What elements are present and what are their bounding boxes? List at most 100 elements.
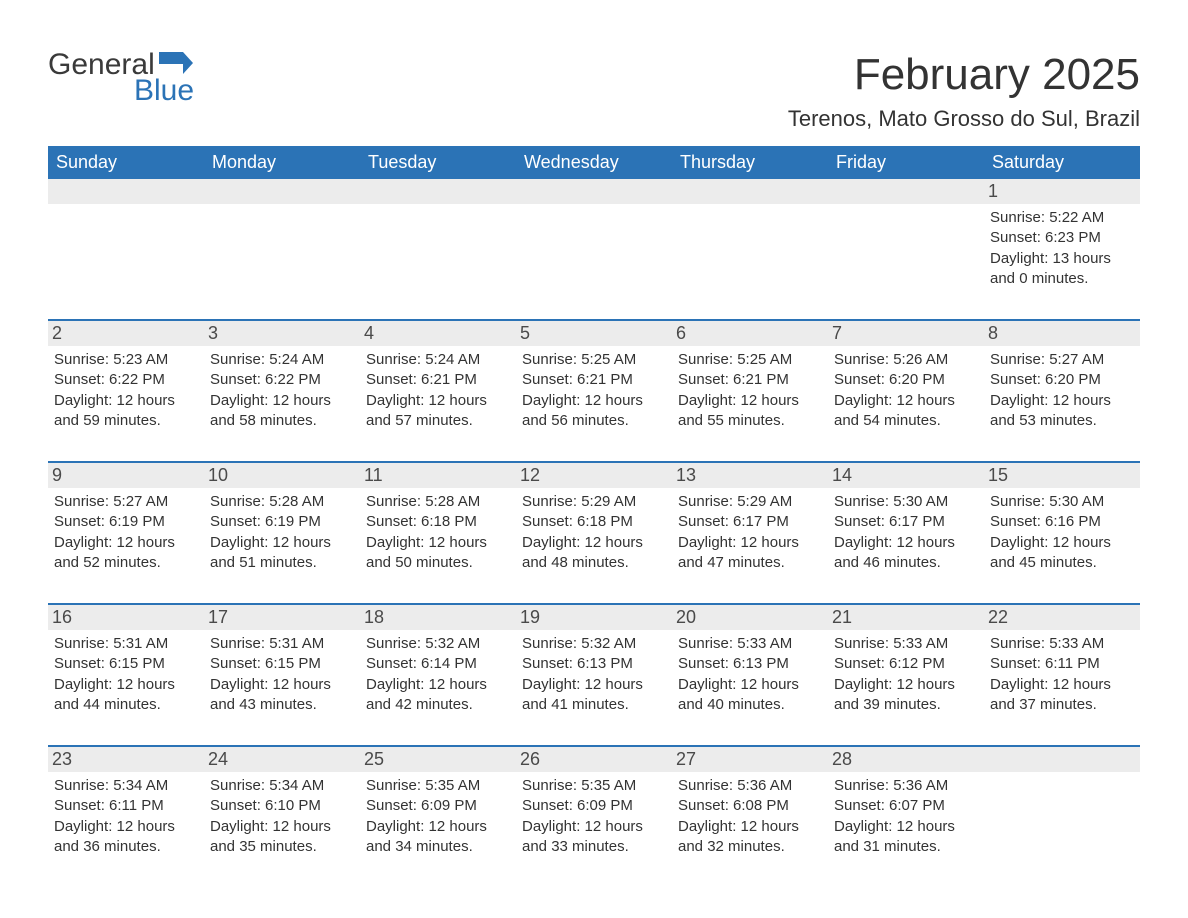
day-number: 1 (984, 179, 1140, 204)
day-line-sr: Sunrise: 5:29 AM (522, 492, 666, 512)
day-line-sr: Sunrise: 5:27 AM (54, 492, 198, 512)
day-body: Sunrise: 5:28 AMSunset: 6:19 PMDaylight:… (210, 492, 354, 573)
day-number: 15 (984, 463, 1140, 488)
day-line-d2: and 32 minutes. (678, 837, 822, 857)
day-number: 25 (360, 747, 516, 772)
day-line-d2: and 43 minutes. (210, 695, 354, 715)
day-line-d2: and 35 minutes. (210, 837, 354, 857)
day-cell: 23Sunrise: 5:34 AMSunset: 6:11 PMDayligh… (48, 747, 204, 863)
day-line-ss: Sunset: 6:09 PM (366, 796, 510, 816)
day-number (516, 179, 672, 204)
day-body: Sunrise: 5:24 AMSunset: 6:21 PMDaylight:… (366, 350, 510, 431)
day-line-ss: Sunset: 6:21 PM (522, 370, 666, 390)
day-line-sr: Sunrise: 5:36 AM (834, 776, 978, 796)
day-number (984, 747, 1140, 772)
day-number (828, 179, 984, 204)
day-cell: 21Sunrise: 5:33 AMSunset: 6:12 PMDayligh… (828, 605, 984, 721)
day-line-ss: Sunset: 6:11 PM (54, 796, 198, 816)
dow-cell: Sunday (48, 146, 204, 179)
logo: General Blue (48, 50, 194, 106)
day-body: Sunrise: 5:25 AMSunset: 6:21 PMDaylight:… (678, 350, 822, 431)
day-line-d2: and 56 minutes. (522, 411, 666, 431)
day-number: 18 (360, 605, 516, 630)
day-line-d1: Daylight: 12 hours (834, 675, 978, 695)
day-line-ss: Sunset: 6:10 PM (210, 796, 354, 816)
day-line-d1: Daylight: 12 hours (210, 533, 354, 553)
day-number: 21 (828, 605, 984, 630)
day-line-sr: Sunrise: 5:29 AM (678, 492, 822, 512)
day-number: 17 (204, 605, 360, 630)
day-line-d2: and 48 minutes. (522, 553, 666, 573)
day-body: Sunrise: 5:30 AMSunset: 6:16 PMDaylight:… (990, 492, 1134, 573)
day-cell: 13Sunrise: 5:29 AMSunset: 6:17 PMDayligh… (672, 463, 828, 579)
day-number: 7 (828, 321, 984, 346)
day-cell: 26Sunrise: 5:35 AMSunset: 6:09 PMDayligh… (516, 747, 672, 863)
day-line-d2: and 47 minutes. (678, 553, 822, 573)
day-line-d1: Daylight: 12 hours (678, 533, 822, 553)
day-number: 6 (672, 321, 828, 346)
day-line-d2: and 36 minutes. (54, 837, 198, 857)
day-cell: 15 Sunrise: 5:30 AMSunset: 6:16 PMDayligh… (984, 463, 1140, 579)
day-line-d2: and 53 minutes. (990, 411, 1134, 431)
day-body: Sunrise: 5:33 AMSunset: 6:11 PMDaylight:… (990, 634, 1134, 715)
day-cell: 19Sunrise: 5:32 AMSunset: 6:13 PMDayligh… (516, 605, 672, 721)
day-line-d2: and 50 minutes. (366, 553, 510, 573)
day-line-d1: Daylight: 12 hours (678, 675, 822, 695)
day-line-d1: Daylight: 12 hours (522, 533, 666, 553)
day-cell (48, 179, 204, 295)
day-cell (516, 179, 672, 295)
day-cell: 28Sunrise: 5:36 AMSunset: 6:07 PMDayligh… (828, 747, 984, 863)
location-subtitle: Terenos, Mato Grosso do Sul, Brazil (788, 106, 1140, 132)
day-body: Sunrise: 5:29 AMSunset: 6:18 PMDaylight:… (522, 492, 666, 573)
day-line-sr: Sunrise: 5:33 AM (834, 634, 978, 654)
day-line-d2: and 41 minutes. (522, 695, 666, 715)
day-line-d1: Daylight: 12 hours (522, 391, 666, 411)
day-number: 16 (48, 605, 204, 630)
week-row: 23 Sunrise: 5:34 AMSunset: 6:11 PM Dayligh… (48, 745, 1140, 863)
day-body: Sunrise: 5:26 AMSunset: 6:20 PMDaylight:… (834, 350, 978, 431)
day-line-sr: Sunrise: 5:34 AM (54, 776, 198, 796)
day-number: 10 (204, 463, 360, 488)
day-line-d2: and 31 minutes. (834, 837, 978, 857)
day-body: Sunrise: 5:36 AMSunset: 6:08 PMDaylight:… (678, 776, 822, 857)
day-number: 22 (984, 605, 1140, 630)
day-line-d2: and 39 minutes. (834, 695, 978, 715)
week-row: 9Sunrise: 5:27 AMSunset: 6:19 PMDaylight… (48, 461, 1140, 579)
day-line-d1: Daylight: 12 hours (522, 675, 666, 695)
day-line-sr: Sunrise: 5:33 AM (990, 634, 1134, 654)
day-line-sr: Sunrise: 5:24 AM (210, 350, 354, 370)
day-line-sr: Sunrise: 5:30 AM (990, 492, 1134, 512)
day-line-d1: Daylight: 13 hours (990, 249, 1134, 269)
day-line-d1: Daylight: 12 hours (366, 817, 510, 837)
day-number: 14 (828, 463, 984, 488)
day-body: Sunrise: 5:23 AMSunset: 6:22 PMDaylight:… (54, 350, 198, 431)
day-line-ss: Sunset: 6:19 PM (54, 512, 198, 532)
day-line-d1: Daylight: 12 hours (210, 675, 354, 695)
logo-word-blue: Blue (48, 76, 194, 106)
day-number: 27 (672, 747, 828, 772)
day-cell: 18 Sunrise: 5:32 AMSunset: 6:14 PMDayligh… (360, 605, 516, 721)
day-body: Sunrise: 5:35 AMSunset: 6:09 PMDaylight:… (366, 776, 510, 857)
day-cell: 4Sunrise: 5:24 AMSunset: 6:21 PMDaylight… (360, 321, 516, 437)
dow-cell: Friday (828, 146, 984, 179)
day-line-d2: and 40 minutes. (678, 695, 822, 715)
day-line-sr: Sunrise: 5:24 AM (366, 350, 510, 370)
day-line-d1: Daylight: 12 hours (54, 675, 198, 695)
month-title: February 2025 (788, 50, 1140, 100)
day-body: Sunrise: 5:32 AMSunset: 6:14 PMDaylight:… (366, 634, 510, 715)
day-line-ss: Sunset: 6:11 PM (990, 654, 1134, 674)
day-line-d1: Daylight: 12 hours (990, 533, 1134, 553)
day-line-ss: Sunset: 6:15 PM (210, 654, 354, 674)
day-line-sr: Sunrise: 5:31 AM (210, 634, 354, 654)
day-line-sr: Sunrise: 5:32 AM (522, 634, 666, 654)
day-line-d1: Daylight: 12 hours (834, 533, 978, 553)
day-cell (672, 179, 828, 295)
day-number (204, 179, 360, 204)
day-number: 23 (48, 747, 204, 772)
day-cell: 12 Sunrise: 5:29 AMSunset: 6:18 PMDayligh… (516, 463, 672, 579)
day-line-sr: Sunrise: 5:28 AM (366, 492, 510, 512)
day-line-ss: Sunset: 6:09 PM (522, 796, 666, 816)
day-line-d2: and 33 minutes. (522, 837, 666, 857)
day-number: 12 (516, 463, 672, 488)
day-number: 13 (672, 463, 828, 488)
